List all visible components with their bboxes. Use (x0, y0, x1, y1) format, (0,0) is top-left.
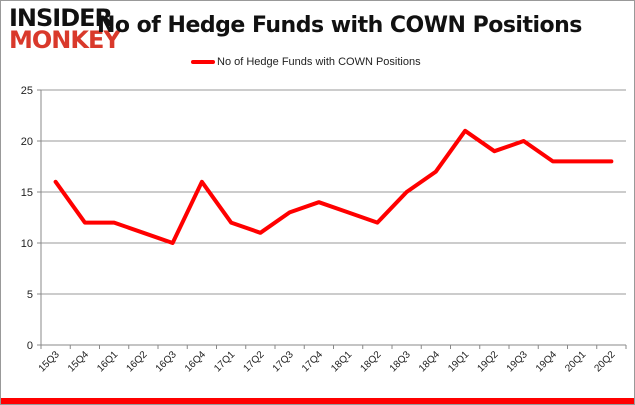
x-tick-label: 19Q3 (505, 349, 530, 374)
data-point (229, 221, 233, 225)
x-tick-label: 16Q1 (95, 349, 120, 374)
y-tick-label: 0 (27, 340, 33, 352)
data-point (609, 159, 613, 163)
data-point (288, 210, 292, 214)
x-tick-label: 17Q3 (271, 349, 296, 374)
chart-title: No of Hedge Funds with COWN Positions (97, 13, 582, 38)
x-tick-label: 17Q4 (300, 349, 325, 374)
y-tick-label: 25 (21, 85, 33, 97)
x-tick-label: 20Q2 (592, 349, 617, 374)
data-point (522, 139, 526, 143)
x-tick-label: 18Q1 (329, 349, 354, 374)
x-tick-label: 18Q4 (417, 349, 442, 374)
legend-swatch (191, 60, 215, 64)
data-point (112, 221, 116, 225)
data-point (463, 129, 467, 133)
x-tick-label: 18Q2 (358, 349, 383, 374)
insider-monkey-logo: INSIDER MONKEY (9, 4, 121, 54)
data-point (580, 159, 584, 163)
data-point (346, 210, 350, 214)
x-tick-label: 15Q4 (66, 349, 91, 374)
data-point (258, 231, 262, 235)
y-tick-label: 15 (21, 187, 33, 199)
x-tick-label: 16Q4 (183, 349, 208, 374)
x-tick-label: 20Q1 (563, 349, 588, 374)
y-tick-label: 10 (21, 238, 33, 250)
data-point (434, 170, 438, 174)
data-point (551, 159, 555, 163)
logo-line2: MONKEY (9, 26, 121, 54)
data-point (405, 190, 409, 194)
legend: No of Hedge Funds with COWN Positions (191, 56, 421, 68)
bottom-bar (1, 398, 634, 404)
data-point (54, 180, 58, 184)
y-tick-label: 20 (21, 136, 33, 148)
data-point (317, 200, 321, 204)
series-line (53, 128, 614, 245)
x-tick-label: 15Q3 (37, 349, 62, 374)
x-tick-label: 17Q2 (241, 349, 266, 374)
x-tick-label: 19Q2 (475, 349, 500, 374)
logo-line1: INSIDER (9, 4, 113, 32)
x-tick-label: 16Q3 (154, 349, 179, 374)
data-point (375, 221, 379, 225)
data-point (171, 241, 175, 245)
y-tick-label: 5 (27, 289, 33, 301)
data-point (83, 221, 87, 225)
legend-label: No of Hedge Funds with COWN Positions (217, 56, 421, 68)
x-tick-label: 19Q4 (534, 349, 559, 374)
data-point (141, 231, 145, 235)
x-tick-label: 19Q1 (446, 349, 471, 374)
data-point (200, 180, 204, 184)
x-tick-label: 17Q1 (212, 349, 237, 374)
data-point (492, 149, 496, 153)
x-tick-label: 16Q2 (124, 349, 149, 374)
x-tick-label: 18Q3 (388, 349, 413, 374)
